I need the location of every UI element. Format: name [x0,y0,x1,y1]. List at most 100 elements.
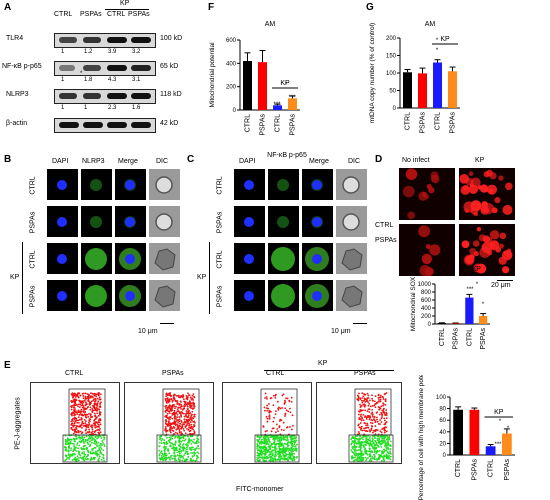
flow-event-green [278,456,281,459]
flow-event-green [181,447,184,449]
flow-event-red [73,429,76,431]
flow-event-red [264,409,266,412]
flow-event-red [189,406,191,408]
flow-event-green [283,442,286,445]
flow-event-red [365,424,368,427]
dic-cell [155,176,173,194]
bar [453,409,463,455]
flow-event-red [98,413,101,416]
flow-event-green [290,457,293,460]
flow-event-red [85,428,87,431]
flow-event-green [294,448,297,451]
flow-event-red [165,404,168,407]
flow-event-green [359,453,362,456]
dic-cell [154,248,176,271]
flow-event-green [196,440,198,442]
flow-event-green [72,437,75,440]
scale-bar [160,323,174,324]
flow-event-green [69,455,72,458]
flow-event-red [191,427,193,430]
red-cell [498,256,507,265]
flow-event-green [88,437,91,440]
flow-event-green [282,454,285,456]
flow-event-green [355,437,358,440]
flow-event-green [262,459,265,461]
flow-event-green [95,441,98,444]
flow-event-red [359,422,362,424]
nucleus-dapi [125,254,135,264]
flow-event-red [79,424,82,427]
flow-event-green [374,439,376,442]
flow-event-red [178,430,181,432]
x-tick-label: PSPAs [453,328,460,350]
flow-event-red [374,433,377,436]
flow-event-green [275,454,277,457]
flow-event-green [171,437,174,440]
flow-event-red [84,407,87,410]
significance-mark: * [507,426,510,432]
mitosox-image [458,167,516,221]
flow-event-green [197,444,200,447]
flow-event-red [291,414,294,417]
flow-event-green [73,457,76,460]
flow-event-green [88,440,91,443]
flow-event-green [93,446,96,449]
flow-event-red [174,407,176,410]
flow-event-red [269,410,272,413]
flow-event-green [169,458,171,461]
flow-event-red [360,404,362,407]
flow-event-green [169,456,172,459]
flow-event-green [287,441,290,444]
nucleus-dapi [312,291,322,301]
flow-event-green [76,455,79,458]
microscopy-image [46,168,79,201]
flow-event-red [171,422,174,425]
flow-event-red [91,409,94,412]
flow-event-red [167,401,170,404]
flow-event-green [365,452,367,454]
bar [469,409,480,455]
flow-event-green [377,440,380,443]
flow-event-green [278,453,281,455]
flow-event-red [98,418,101,421]
flow-event-red [98,429,101,432]
flow-event-red [274,431,277,434]
flow-event-red [357,413,360,416]
flow-event-red [168,412,171,415]
flow-event-green [373,453,375,456]
flow-event-red [358,432,361,435]
flow-event-green [188,447,191,449]
cell-green-stain [277,179,289,191]
flow-event-green [86,438,89,441]
flow-event-green [293,443,296,446]
flow-event-red [83,413,86,416]
blot-value: 1.8 [84,77,93,83]
flow-event-green [163,445,166,448]
flow-event-red [279,407,282,410]
flow-event-red [284,413,287,416]
flow-event-red [373,400,376,403]
flow-event-green [256,449,259,452]
flow-event-green [183,446,186,449]
flow-event-green [99,446,102,448]
flow-event-green [69,440,72,443]
blot-value: 1 [61,77,65,83]
flow-plot [124,382,214,464]
flow-event-red [266,430,268,432]
flow-event-green [260,442,263,445]
flow-event-red [377,423,380,425]
flow-event-green [175,459,178,462]
bar [465,297,474,324]
flow-event-red [382,410,385,413]
flow-event-red [98,396,101,399]
flow-event-green [273,441,276,444]
flow-event-red [88,394,91,397]
flow-event-green [373,443,375,445]
flow-event-red [88,420,91,423]
flow-event-red [191,413,193,416]
flow-event-green [374,450,377,453]
flow-event-red [192,420,195,423]
microscopy-image [233,242,266,275]
blot-kd: 118 kD [160,91,182,98]
y-tick-label: 0 [443,453,447,459]
